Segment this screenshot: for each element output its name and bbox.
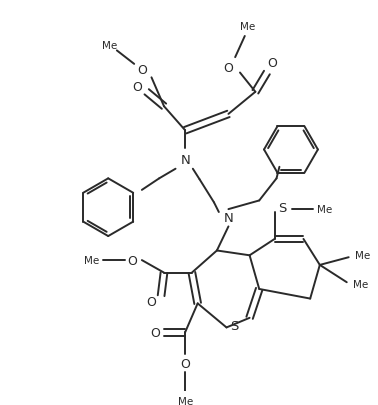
Text: O: O xyxy=(127,254,137,267)
Text: Me: Me xyxy=(84,256,99,265)
Text: O: O xyxy=(180,357,190,370)
Text: Me: Me xyxy=(355,251,370,261)
Text: O: O xyxy=(132,81,142,94)
Text: O: O xyxy=(267,57,277,70)
Text: N: N xyxy=(223,212,233,225)
Text: Me: Me xyxy=(178,396,193,405)
Text: Me: Me xyxy=(240,22,255,32)
Text: S: S xyxy=(278,201,287,214)
Text: O: O xyxy=(147,295,156,308)
Text: N: N xyxy=(180,153,190,166)
Text: O: O xyxy=(150,326,160,339)
Text: O: O xyxy=(137,64,147,77)
Text: O: O xyxy=(223,62,233,75)
Text: Me: Me xyxy=(317,205,332,215)
Text: Me: Me xyxy=(353,279,368,290)
Text: Me: Me xyxy=(102,40,117,51)
Text: S: S xyxy=(230,319,239,332)
